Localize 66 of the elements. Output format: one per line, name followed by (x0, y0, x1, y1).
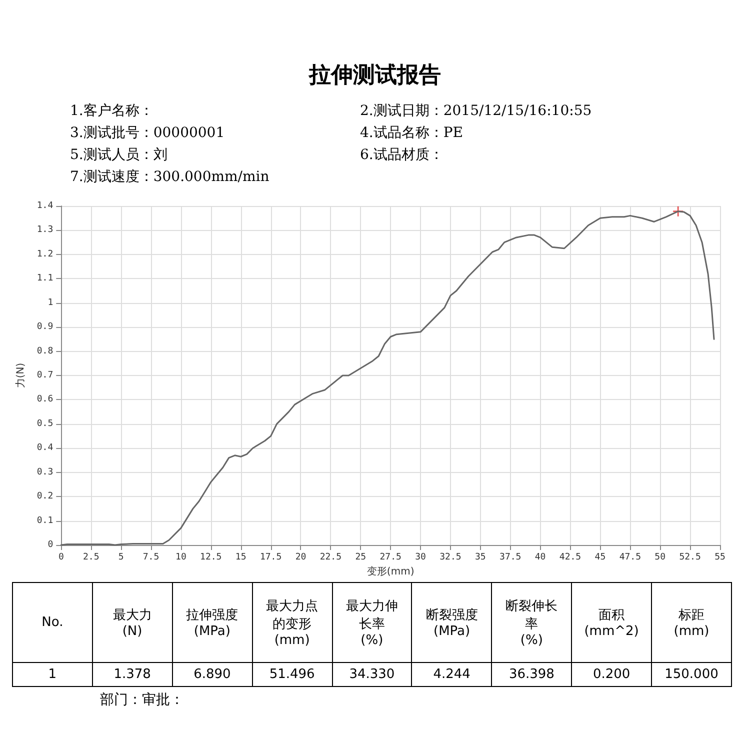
x-tick-label: 25 (355, 552, 366, 562)
x-tick-label: 30 (415, 552, 426, 562)
text: 150.000 (652, 662, 732, 686)
y-tick-label: 0.3 (36, 467, 54, 478)
x-tick-label: 35 (475, 552, 486, 562)
y-tick-label: 0.8 (36, 346, 54, 356)
y-tick-label: 0.5 (36, 418, 54, 429)
x-tick-label: 2.5 (82, 552, 100, 562)
y-tick-label: 1.4 (36, 201, 54, 211)
text: 最大力 (N) (112, 607, 153, 639)
x-tick-label: 55 (714, 552, 726, 562)
y-tick-label: 1 (48, 298, 54, 308)
x-tick-label: 22.5 (320, 552, 342, 562)
text: 断裂伸长率 (%) (504, 598, 559, 648)
x-tick-label: 12.5 (200, 552, 222, 562)
x-tick-label: 20 (295, 552, 306, 562)
text: 4.244 (412, 662, 492, 686)
text: 6.890 (172, 662, 252, 686)
text: 1.378 (92, 662, 172, 686)
text: 1.客户名称： (70, 102, 154, 121)
x-tick-label: 40 (534, 552, 546, 562)
text: 面积 (mm^2) (584, 607, 640, 639)
x-axis-title: 变形(mm) (366, 566, 414, 578)
text: 最大力点的变形 (mm) (265, 598, 320, 648)
text: 最大力伸长率 (%) (344, 598, 399, 648)
x-tick-label: 7.5 (142, 552, 160, 562)
text: 2.测试日期：2015/12/15/16:10:55 (360, 102, 593, 121)
x-tick-label: 42.5 (559, 552, 582, 562)
x-tick-label: 15 (235, 552, 246, 562)
y-tick-label: 0.7 (36, 370, 54, 380)
y-axis-title: 力(N) (14, 362, 26, 388)
x-tick-label: 27.5 (380, 552, 402, 562)
y-tick-label: 1.1 (36, 274, 54, 284)
x-tick-label: 0 (58, 552, 64, 562)
x-tick-label: 45 (594, 552, 606, 562)
x-tick-label: 37.5 (500, 552, 522, 562)
text: 5.测试人员：刘 (70, 146, 168, 165)
y-tick-label: 0 (48, 540, 54, 550)
x-tick-label: 47.5 (619, 552, 641, 562)
text: 34.330 (332, 662, 412, 686)
text: 0.200 (572, 662, 652, 686)
y-tick-label: 1.2 (36, 249, 54, 260)
text: 36.398 (492, 662, 572, 686)
text: 7.测试速度：300.000mm/min (70, 168, 270, 187)
text: 51.496 (252, 662, 332, 686)
y-tick-label: 0.2 (36, 492, 54, 502)
x-tick-label: 17.5 (260, 552, 282, 562)
text: No. (40, 615, 64, 630)
y-tick-label: 0.9 (36, 322, 54, 332)
x-tick-label: 32.5 (440, 552, 462, 562)
text: 4.试品名称：PE (360, 124, 464, 143)
x-tick-label: 50 (654, 552, 666, 562)
y-tick-label: 0.4 (36, 443, 54, 454)
x-tick-label: 52.5 (679, 552, 701, 562)
text: 标距 (mm) (672, 607, 710, 639)
text: 断裂强度 (MPa) (424, 607, 479, 639)
chart-title: 拉伸测试报告 (308, 62, 442, 90)
text: 部门：审批： (100, 691, 185, 709)
x-tick-label: 5 (118, 552, 124, 562)
y-tick-label: 0.1 (36, 516, 54, 526)
x-tick-label: 10 (176, 552, 186, 562)
y-tick-label: 0.6 (36, 394, 54, 405)
text: 拉伸强度 (MPa) (185, 607, 240, 639)
text: 3.测试批号：00000001 (70, 124, 226, 143)
text: 6.试品材质： (360, 146, 444, 165)
y-tick-label: 1.3 (36, 225, 54, 236)
